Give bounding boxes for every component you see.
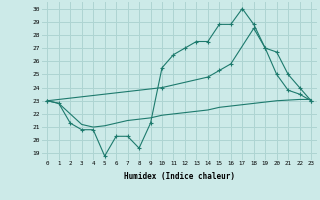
X-axis label: Humidex (Indice chaleur): Humidex (Indice chaleur) — [124, 172, 235, 181]
